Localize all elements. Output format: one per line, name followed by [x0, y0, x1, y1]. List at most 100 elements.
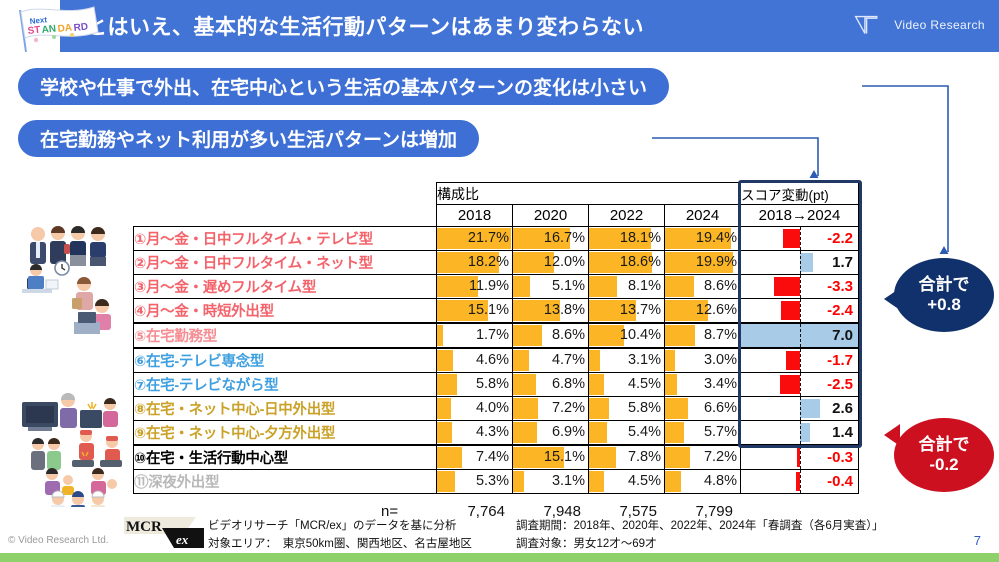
value-bar	[437, 374, 457, 395]
table-body: ①月～金・日中フルタイム・テレビ型 21.7% 16.7% 18.1% 19.4% -2.…	[133, 226, 859, 494]
cell-8-2022: 5.8%	[588, 396, 665, 421]
row-label-3: ③月～金・遅めフルタイム型	[133, 274, 437, 299]
bubble-red-line2: -0.2	[929, 455, 959, 474]
value-bar	[437, 350, 453, 371]
slide-header: とはいえ、基本的な生活行動パターンはあまり変わらない Video Researc…	[60, 0, 999, 52]
cell-2-2018: 18.2%	[436, 250, 513, 275]
value-text: 3.0%	[703, 352, 737, 368]
score-cell-6: -1.7	[740, 347, 859, 373]
score-text: 1.4	[832, 424, 853, 441]
zero-line	[799, 227, 801, 250]
value-bar	[513, 422, 537, 443]
value-text: 7.2%	[703, 449, 737, 465]
row-label-4: ④月～金・時短外出型	[133, 298, 437, 324]
value-bar	[513, 300, 561, 321]
value-bar	[437, 447, 463, 468]
cell-6-2018: 4.6%	[436, 347, 513, 373]
table-row: ④月～金・時短外出型 15.1% 13.8% 13.7% 12.6% -2.4	[133, 298, 859, 324]
header-score-change: スコア変動(pt)	[740, 182, 859, 205]
footer-note-line1: ビデオリサーチ「MCR/ex」のデータを基に分析	[208, 520, 457, 532]
value-bar	[437, 471, 456, 492]
cell-1-2022: 18.1%	[588, 226, 665, 251]
table-row: ⑥在宅-テレビ専念型 4.6% 4.7% 3.1% 3.0% -1.7	[133, 347, 859, 373]
value-text: 13.7%	[619, 302, 661, 318]
cell-6-2022: 3.1%	[588, 347, 665, 373]
score-bar	[796, 472, 800, 491]
score-cell-4: -2.4	[740, 298, 859, 324]
value-text: 3.1%	[627, 352, 661, 368]
value-text: 5.1%	[551, 278, 585, 294]
value-text: 12.6%	[695, 302, 737, 318]
sample-size-2022: 7,575	[619, 503, 657, 520]
cell-11-2018: 5.3%	[436, 469, 513, 494]
value-text: 12.0%	[543, 254, 585, 270]
cell-5-2018: 1.7%	[436, 322, 513, 349]
value-text: 7.4%	[475, 449, 509, 465]
score-text: -3.3	[827, 278, 853, 295]
illustration-family-cooking	[31, 430, 122, 470]
header-corner-blank	[133, 182, 437, 205]
score-cell-2: 1.7	[740, 250, 859, 275]
value-text: 6.8%	[551, 376, 585, 392]
header-label-blank	[133, 204, 437, 227]
header-year-2022: 2022	[588, 204, 665, 227]
score-text: -2.4	[827, 302, 853, 319]
value-text: 19.4%	[695, 230, 737, 246]
value-text: 5.8%	[475, 376, 509, 392]
value-bar	[513, 228, 570, 249]
value-text: 18.1%	[619, 230, 661, 246]
value-bar	[513, 325, 543, 346]
bubble-red-line1: 合計で	[918, 435, 970, 455]
mcr-ex-logo: MCR ex	[124, 517, 204, 548]
zero-line	[799, 324, 801, 347]
sample-size-label: n=	[381, 503, 399, 520]
value-text: 3.1%	[551, 473, 585, 489]
cell-1-2020: 16.7%	[512, 226, 589, 251]
value-bar	[589, 300, 636, 321]
value-bar	[665, 422, 685, 443]
lifestyle-illustrations	[22, 226, 122, 507]
score-bar	[799, 326, 854, 345]
value-bar	[513, 471, 524, 492]
value-bar	[665, 471, 682, 492]
table-row: ⑪深夜外出型 5.3% 3.1% 4.5% 4.8% -0.4	[133, 469, 859, 494]
row-label-8: ⑧在宅・ネット中心-日中外出型	[133, 396, 437, 421]
mcr-logo-text: MCR	[126, 519, 162, 535]
page-title: とはいえ、基本的な生活行動パターンはあまり変わらない	[86, 16, 644, 39]
value-bar	[589, 325, 625, 346]
cell-2-2020: 12.0%	[512, 250, 589, 275]
value-text: 15.1%	[467, 302, 509, 318]
value-bar	[589, 422, 608, 443]
score-cell-8: 2.6	[740, 396, 859, 421]
flag-text-standard: ST	[27, 25, 41, 37]
value-bar	[437, 300, 489, 321]
value-text: 11.9%	[468, 278, 509, 294]
cell-11-2020: 3.1%	[512, 469, 589, 494]
value-text: 6.9%	[551, 424, 585, 440]
value-bar	[589, 471, 605, 492]
table-row: ⑤在宅勤務型 1.7% 8.6% 10.4% 8.7% 7.0	[133, 322, 859, 349]
row-label-11: ⑪深夜外出型	[133, 469, 437, 494]
value-bar	[665, 447, 690, 468]
cell-9-2024: 5.7%	[664, 420, 741, 446]
flag-text-next: Next	[29, 15, 48, 26]
illustration-commuters	[30, 226, 106, 266]
footer-survey: 調査期間：2018年、2020年、2022年、2024年「春調査（各6月実査）」…	[516, 518, 883, 554]
score-bar	[782, 229, 800, 248]
score-text: -2.2	[827, 230, 853, 247]
value-bar	[513, 374, 537, 395]
zero-line	[799, 349, 801, 372]
slide-footer: MCR ex ビデオリサーチ「MCR/ex」のデータを基に分析 対象エリア： 東…	[0, 515, 999, 562]
value-text: 1.7%	[475, 327, 509, 343]
score-cell-10: -0.3	[740, 444, 859, 470]
score-text: -0.4	[827, 473, 853, 490]
next-standard-flag-icon: Next ST AN DA RD	[19, 6, 99, 53]
score-bar	[799, 423, 811, 442]
value-bar	[513, 276, 531, 297]
cell-8-2024: 6.6%	[664, 396, 741, 421]
illustration-shopper	[72, 277, 93, 310]
header-year-2018: 2018	[436, 204, 513, 227]
score-text: -0.3	[827, 449, 853, 466]
value-bar	[589, 398, 609, 419]
cell-3-2018: 11.9%	[436, 274, 513, 299]
